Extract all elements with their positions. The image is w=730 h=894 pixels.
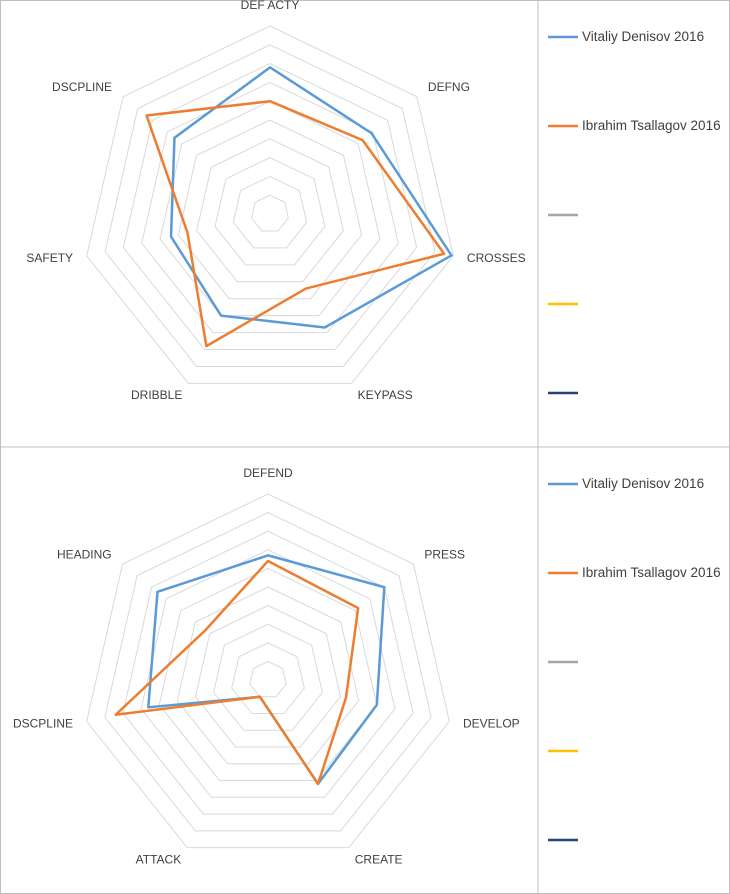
grid-ring	[214, 157, 326, 266]
grid-ring	[194, 605, 342, 748]
axis-label: DSCPLINE	[13, 717, 73, 731]
axis-label: DEF ACTY	[241, 0, 300, 12]
grid-ring	[86, 493, 450, 849]
axis-label: HEADING	[57, 547, 112, 561]
series-line	[145, 99, 446, 348]
grid-ring	[104, 512, 432, 832]
legend-label: Vitaliy Denisov 2016	[582, 476, 705, 491]
legend-label: Vitaliy Denisov 2016	[582, 29, 705, 44]
axis-label: CROSSES	[467, 251, 526, 265]
axis-label: ATTACK	[136, 852, 182, 866]
grid-ring	[122, 63, 418, 351]
axis-label: KEYPASS	[358, 388, 413, 402]
legend-label: Ibrahim Tsallagov 2016	[582, 118, 721, 133]
axis-label: PRESS	[424, 547, 465, 561]
axis-label: DEFNG	[428, 80, 470, 94]
axis-label: SAFETY	[26, 251, 73, 265]
grid-ring	[141, 81, 399, 334]
axis-label: DEFEND	[243, 466, 293, 480]
grid-ring	[177, 119, 363, 300]
grid-ring	[249, 660, 287, 698]
series-line	[169, 66, 453, 329]
grid-ring	[140, 549, 396, 798]
axis-label: DEVELOP	[463, 717, 520, 731]
grid-ring	[251, 194, 289, 232]
axis-label: DRIBBLE	[131, 388, 182, 402]
axis-label: DSCPLINE	[52, 80, 112, 94]
grid-ring	[213, 623, 323, 731]
grid-ring	[86, 25, 454, 384]
grid-ring	[158, 567, 378, 782]
grid-ring	[104, 44, 436, 367]
grid-ring	[232, 175, 308, 249]
grid-ring	[176, 586, 360, 765]
grid-ring	[122, 530, 414, 815]
axis-label: CREATE	[355, 852, 403, 866]
grid-ring	[196, 138, 344, 283]
grid-ring	[231, 642, 305, 715]
series-line	[114, 559, 360, 786]
legend-label: Ibrahim Tsallagov 2016	[582, 565, 721, 580]
grid-ring	[159, 100, 381, 317]
